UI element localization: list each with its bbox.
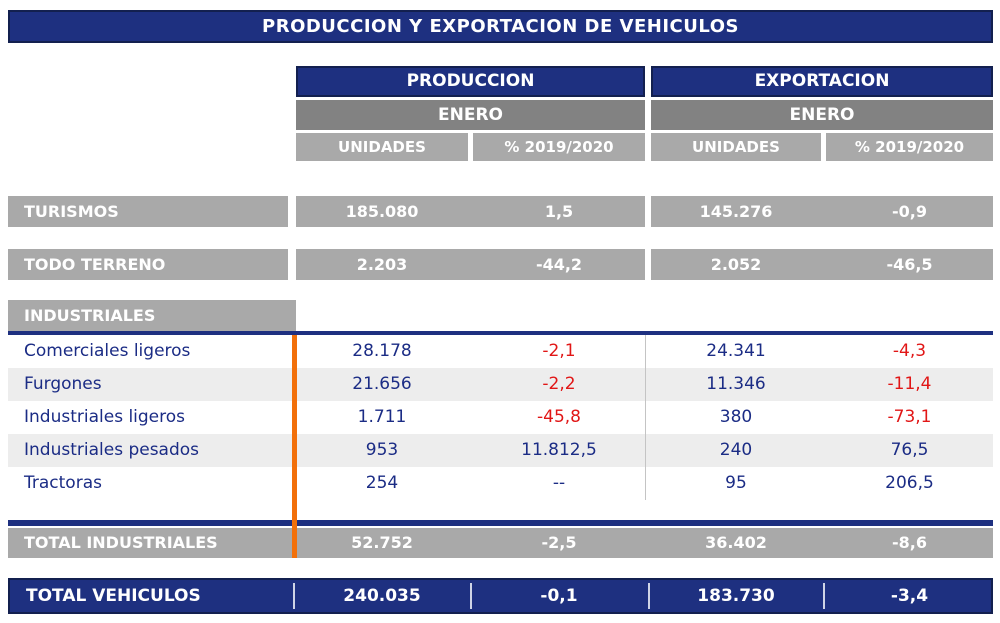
exp-unidades-colhead: UNIDADES (651, 133, 821, 161)
tractoras-prod-units: 254 (365, 473, 399, 493)
todo-terreno-prod-pct: -44,2 (535, 255, 583, 274)
total-ind-prod-units: 52.752 (351, 533, 413, 552)
comerciales-exp-pct: -4,3 (892, 341, 927, 361)
row-bar (296, 196, 645, 227)
row-label: Tractoras (24, 473, 102, 493)
row-label: Comerciales ligeros (24, 341, 191, 361)
ind-ligeros-prod-pct: -45,8 (537, 407, 581, 427)
table-row-total-industriales: TOTAL INDUSTRIALES 52.752 -2,5 36.402 -8… (8, 528, 993, 558)
section-bottom-rule (8, 520, 993, 526)
row-label: TODO TERRENO (24, 255, 166, 274)
exportacion-period-header: ENERO (651, 100, 993, 130)
row-label: Furgones (24, 374, 102, 394)
section-top-rule (8, 331, 993, 335)
industriales-section-header: INDUSTRIALES (8, 300, 296, 331)
row-label: Industriales ligeros (24, 407, 186, 427)
table-row-tractoras: Tractoras 254 -- 95 206,5 (8, 467, 993, 500)
total-ind-prod-pct: -2,5 (541, 533, 577, 552)
row-bar (296, 249, 645, 280)
turismos-prod-pct: 1,5 (544, 202, 574, 221)
row-bar (8, 249, 288, 280)
total-ind-exp-units: 36.402 (705, 533, 767, 552)
table-row-comerciales-ligeros: Comerciales ligeros 28.178 -2,1 24.341 -… (8, 335, 993, 368)
prod-unidades-colhead: UNIDADES (296, 133, 468, 161)
comerciales-prod-units: 28.178 (352, 341, 412, 361)
row-label: Industriales pesados (24, 440, 200, 460)
turismos-exp-units: 145.276 (699, 202, 773, 221)
total-veh-prod-units: 240.035 (293, 580, 468, 612)
ind-pesados-prod-units: 953 (365, 440, 399, 460)
ind-ligeros-exp-pct: -73,1 (887, 407, 932, 427)
row-label: TOTAL INDUSTRIALES (24, 533, 218, 552)
comerciales-exp-units: 24.341 (706, 341, 766, 361)
turismos-prod-units: 185.080 (345, 202, 419, 221)
row-bar (651, 249, 993, 280)
column-divider (645, 335, 646, 500)
tractoras-prod-pct: -- (552, 473, 566, 493)
produccion-period-header: ENERO (296, 100, 645, 130)
table-row-furgones: Furgones 21.656 -2,2 11.346 -11,4 (8, 368, 993, 401)
table-row-total-vehiculos: TOTAL VEHICULOS 240.035 -0,1 183.730 -3,… (8, 578, 993, 614)
orange-divider (292, 335, 297, 558)
ind-pesados-exp-units: 240 (719, 440, 753, 460)
ind-pesados-exp-pct: 76,5 (890, 440, 929, 460)
furgones-prod-units: 21.656 (352, 374, 412, 394)
total-veh-exp-units: 183.730 (648, 580, 821, 612)
comerciales-prod-pct: -2,1 (542, 341, 576, 361)
total-ind-exp-pct: -8,6 (892, 533, 927, 552)
prod-pct-colhead: % 2019/2020 (473, 133, 645, 161)
exportacion-group-header: EXPORTACION (651, 66, 993, 97)
row-label: TURISMOS (24, 202, 119, 221)
table-row-turismos: TURISMOS 185.080 1,5 145.276 -0,9 (8, 196, 993, 227)
ind-ligeros-exp-units: 380 (719, 407, 753, 427)
furgones-prod-pct: -2,2 (542, 374, 576, 394)
report-title: PRODUCCION Y EXPORTACION DE VEHICULOS (8, 10, 993, 43)
todo-terreno-prod-units: 2.203 (356, 255, 408, 274)
ind-ligeros-prod-units: 1.711 (357, 407, 407, 427)
row-label: TOTAL VEHICULOS (26, 586, 201, 606)
tractoras-exp-pct: 206,5 (885, 473, 934, 493)
todo-terreno-exp-pct: -46,5 (886, 255, 933, 274)
total-veh-exp-pct: -3,4 (823, 580, 993, 612)
table-row-industriales-pesados: Industriales pesados 953 11.812,5 240 76… (8, 434, 993, 467)
todo-terreno-exp-units: 2.052 (710, 255, 762, 274)
row-bar (651, 196, 993, 227)
row-bar (8, 196, 288, 227)
turismos-exp-pct: -0,9 (892, 202, 927, 221)
total-veh-prod-pct: -0,1 (470, 580, 645, 612)
table-row-industriales-ligeros: Industriales ligeros 1.711 -45,8 380 -73… (8, 401, 993, 434)
exp-pct-colhead: % 2019/2020 (826, 133, 993, 161)
produccion-group-header: PRODUCCION (296, 66, 645, 97)
table-row-todo-terreno: TODO TERRENO 2.203 -44,2 2.052 -46,5 (8, 249, 993, 280)
furgones-exp-units: 11.346 (706, 374, 766, 394)
tractoras-exp-units: 95 (725, 473, 747, 493)
furgones-exp-pct: -11,4 (887, 374, 932, 394)
ind-pesados-prod-pct: 11.812,5 (521, 440, 597, 460)
